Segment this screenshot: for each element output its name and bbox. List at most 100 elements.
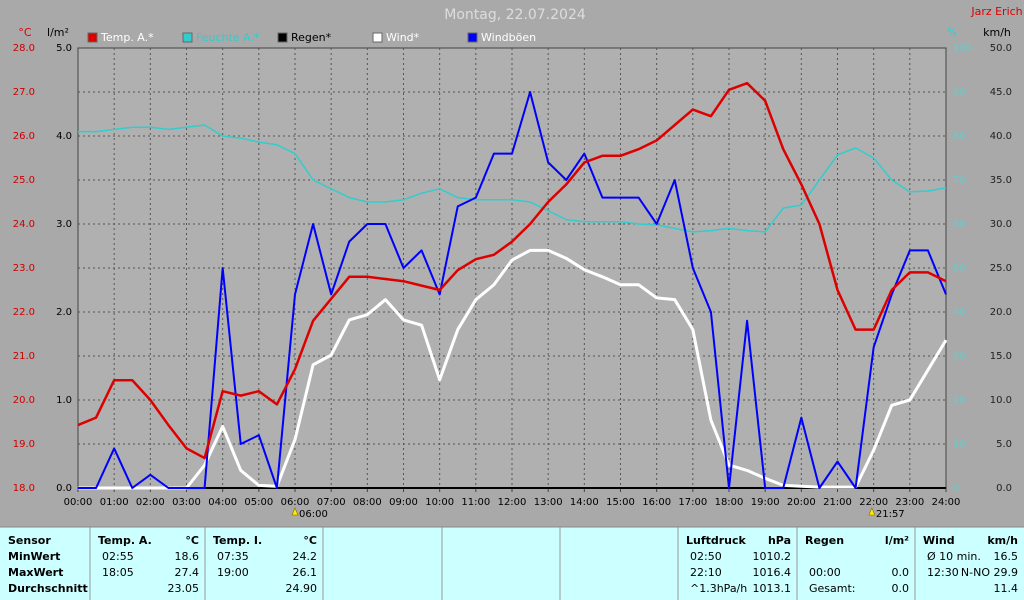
y-tick-label: 15.0 (990, 351, 1012, 362)
table-cell: 07:35 (217, 550, 249, 563)
y-tick-label: 25.0 (13, 175, 35, 186)
chart-title: Montag, 22.07.2024 (444, 7, 586, 23)
series-line (78, 91, 947, 489)
y-tick-label: 30 (953, 351, 966, 362)
table-cell: 26.1 (293, 566, 318, 579)
legend-swatch (467, 32, 478, 43)
y-tick-label: 2.0 (56, 307, 72, 318)
legend-label: Regen* (291, 31, 332, 44)
table-cell: 23.05 (168, 582, 200, 595)
y-tick-label: 40.0 (990, 131, 1012, 142)
table-cell: ^1.3hPa/h (690, 582, 747, 595)
table-cell: 19:00 (217, 566, 249, 579)
table-cell: 02:55 (102, 550, 134, 563)
table-cell: Ø 10 min. (927, 550, 981, 563)
legend-swatch (182, 32, 193, 43)
x-tick-label: 01:00 (100, 497, 129, 508)
y-tick-label: 50 (953, 263, 966, 274)
y3-axis-unit: % (947, 26, 957, 39)
table-cell: N-NO 29.9 (961, 566, 1018, 579)
table-row-label: MinWert (8, 550, 60, 563)
x-tick-label: 03:00 (172, 497, 201, 508)
table-cell: Gesamt: (809, 582, 856, 595)
y-tick-label: 20 (953, 395, 966, 406)
x-tick-label: 00:00 (64, 497, 93, 508)
y-tick-label: 20.0 (13, 395, 35, 406)
y-tick-label: 10.0 (990, 395, 1012, 406)
x-tick-label: 06:00 (281, 497, 310, 508)
x-tick-label: 14:00 (570, 497, 599, 508)
x-tick-label: 12:00 (498, 497, 527, 508)
x-tick-label: 09:00 (389, 497, 418, 508)
y-tick-label: 0.0 (996, 483, 1012, 494)
series-line (77, 81, 947, 460)
x-tick-label: 15:00 (606, 497, 635, 508)
x-tick-label: 05:00 (244, 497, 273, 508)
x-tick-label: 20:00 (787, 497, 816, 508)
y-axis-unit: °C (18, 26, 32, 39)
table-unit: °C (185, 534, 199, 547)
table-header: Temp. I. (213, 534, 262, 547)
legend-label: Temp. A.* (100, 31, 154, 44)
y-tick-label: 18.0 (13, 483, 35, 494)
y-tick-label: 3.0 (56, 219, 72, 230)
y-tick-label: 28.0 (13, 43, 35, 54)
stats-table (0, 527, 1024, 600)
x-tick-label: 02:00 (136, 497, 165, 508)
y-tick-label: 21.0 (13, 351, 35, 362)
table-cell: 1013.1 (753, 582, 792, 595)
y-tick-label: 1.0 (56, 395, 72, 406)
x-tick-label: 16:00 (642, 497, 671, 508)
y-tick-label: 5.0 (996, 439, 1012, 450)
y-tick-label: 25.0 (990, 263, 1012, 274)
x-tick-label: 18:00 (715, 497, 744, 508)
x-tick-label: 22:00 (859, 497, 888, 508)
x-tick-label: 17:00 (678, 497, 707, 508)
table-row-label: MaxWert (8, 566, 63, 579)
y-tick-label: 22.0 (13, 307, 35, 318)
table-unit: hPa (768, 534, 791, 547)
table-header: Temp. A. (98, 534, 152, 547)
x-tick-label: 19:00 (751, 497, 780, 508)
y-tick-label: 10 (953, 439, 966, 450)
y-tick-label: 40 (953, 307, 966, 318)
x-tick-label: 23:00 (895, 497, 924, 508)
y-tick-label: 45.0 (990, 87, 1012, 98)
table-cell: 0.0 (892, 582, 910, 595)
table-cell: 02:50 (690, 550, 722, 563)
table-header: Regen (805, 534, 844, 547)
table-cell: 16.5 (994, 550, 1019, 563)
table-unit: °C (303, 534, 317, 547)
x-tick-label: 04:00 (208, 497, 237, 508)
legend-swatch (372, 32, 383, 43)
y-tick-label: 0.0 (56, 483, 72, 494)
y-tick-label: 50.0 (990, 43, 1012, 54)
legend-label: Windböen (481, 31, 536, 44)
x-tick-label: 08:00 (353, 497, 382, 508)
y-tick-label: 24.0 (13, 219, 35, 230)
y-tick-label: 100 (953, 43, 972, 54)
table-cell: 18:05 (102, 566, 134, 579)
y2-axis-unit: l/m² (47, 26, 69, 39)
y-tick-label: 35.0 (990, 175, 1012, 186)
table-unit: km/h (987, 534, 1018, 547)
y-tick-label: 27.0 (13, 87, 35, 98)
table-cell: 12:30 (927, 566, 959, 579)
y-tick-label: 0 (953, 483, 959, 494)
sun-time: 21:57 (876, 509, 905, 520)
table-header: Luftdruck (686, 534, 747, 547)
y-tick-label: 80 (953, 131, 966, 142)
table-cell: 27.4 (175, 566, 200, 579)
x-tick-label: 07:00 (317, 497, 346, 508)
y-tick-label: 60 (953, 219, 966, 230)
sun-marker (291, 507, 299, 516)
table-cell: 0.0 (892, 566, 910, 579)
sun-time: 06:00 (299, 509, 328, 520)
series-line (78, 248, 948, 490)
table-cell: 22:10 (690, 566, 722, 579)
table-cell: 00:00 (809, 566, 841, 579)
y-tick-label: 19.0 (13, 439, 35, 450)
table-cell: 1010.2 (753, 550, 792, 563)
